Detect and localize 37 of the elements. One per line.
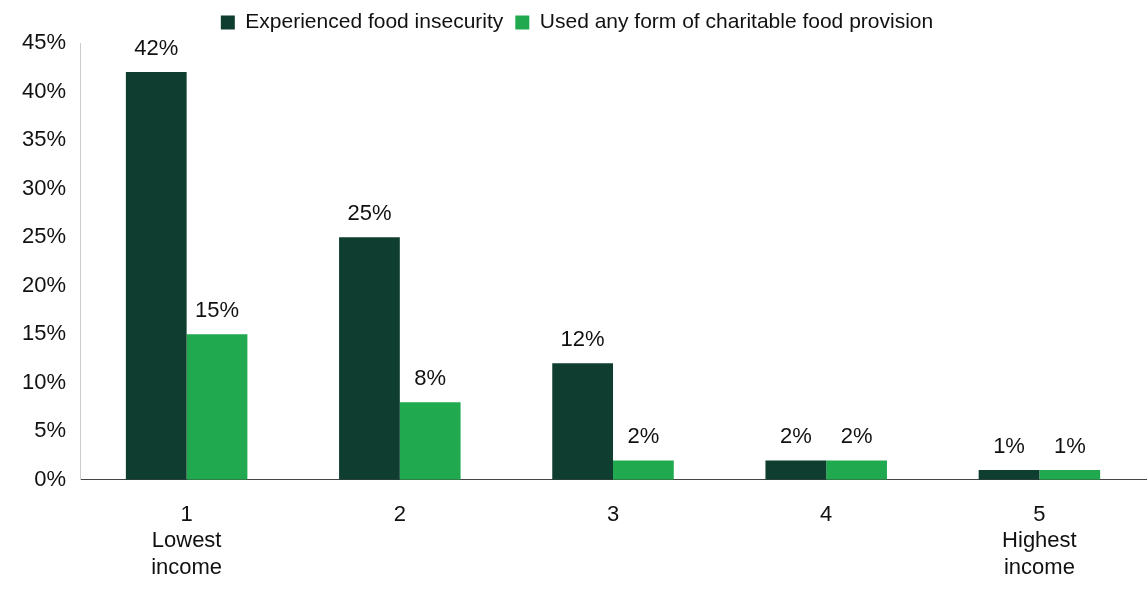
y-tick-label: 35% xyxy=(21,126,67,152)
y-tick-label: 15% xyxy=(21,320,67,346)
y-tick-label: 40% xyxy=(21,77,67,103)
data-label: 12% xyxy=(560,326,605,352)
y-tick-label: 20% xyxy=(21,271,67,297)
bar xyxy=(978,470,1040,480)
bar xyxy=(552,363,614,480)
legend-label: Used any form of charitable food provision xyxy=(539,9,934,33)
bar xyxy=(826,460,887,480)
bar xyxy=(613,460,674,480)
y-tick-label: 5% xyxy=(34,417,67,443)
bar xyxy=(399,402,461,480)
data-label: 2% xyxy=(779,423,812,449)
data-label: 8% xyxy=(414,365,447,391)
x-tick-label: 5 Highest income xyxy=(1002,501,1077,579)
bar xyxy=(1039,470,1101,480)
y-tick-label: 25% xyxy=(21,223,67,249)
data-label: 15% xyxy=(194,297,240,323)
data-label: 25% xyxy=(347,200,392,226)
bar xyxy=(765,460,827,480)
bar xyxy=(339,237,400,480)
y-tick-label: 0% xyxy=(34,465,67,491)
y-tick-label: 30% xyxy=(21,174,67,200)
legend-label: Experienced food insecurity xyxy=(245,9,504,33)
x-tick-label: 4 xyxy=(820,501,833,527)
data-label: 1% xyxy=(1053,433,1086,459)
x-tick-label: 1 Lowest income xyxy=(151,501,223,579)
bar xyxy=(125,72,187,480)
data-label: 1% xyxy=(993,433,1025,459)
y-tick-label: 10% xyxy=(21,368,67,394)
data-label: 2% xyxy=(840,423,873,449)
data-label: 42% xyxy=(134,35,179,61)
y-tick-label: 45% xyxy=(21,29,67,55)
x-tick-label: 2 xyxy=(393,501,406,527)
data-label: 2% xyxy=(627,423,660,449)
bar xyxy=(186,334,248,480)
x-tick-label: 3 xyxy=(606,501,620,527)
